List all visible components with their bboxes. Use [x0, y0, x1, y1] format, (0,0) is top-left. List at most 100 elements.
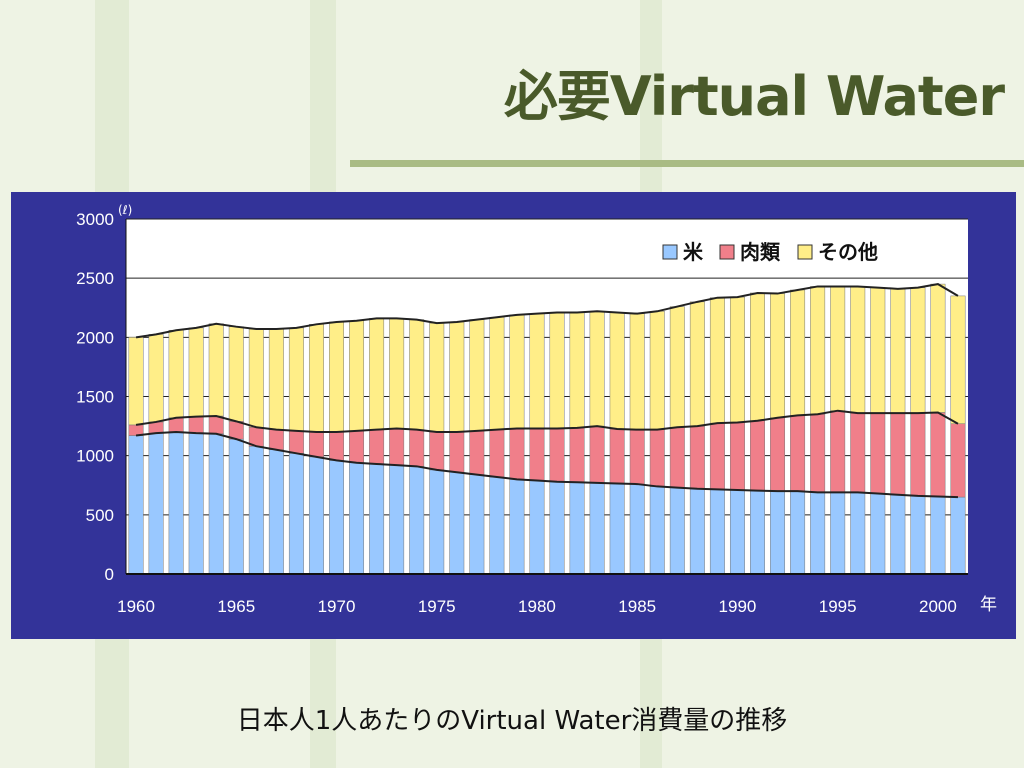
bar-segment — [148, 334, 164, 423]
bar-segment — [870, 287, 886, 414]
bar-segment — [609, 483, 625, 575]
bar-segment — [649, 429, 665, 487]
bar-segment — [729, 489, 745, 575]
bar-segment — [489, 429, 505, 478]
bar-segment — [529, 313, 545, 429]
bar-segment — [770, 417, 786, 492]
bar-segment — [429, 431, 445, 471]
bar-segment — [629, 483, 645, 575]
bar-segment — [288, 430, 304, 454]
bar-segment — [389, 318, 405, 429]
bar-segment — [549, 481, 565, 575]
bar-segment — [850, 492, 866, 575]
bar-segment — [629, 429, 645, 485]
bar-segment — [649, 486, 665, 575]
bar-segment — [188, 416, 204, 434]
bar-segment — [810, 492, 826, 575]
x-tick-label: 1970 — [318, 597, 356, 616]
y-tick-label: 3000 — [76, 210, 114, 229]
bar-segment — [469, 319, 485, 432]
bar-segment — [830, 286, 846, 411]
bar-segment — [228, 326, 244, 422]
bar-segment — [208, 415, 224, 435]
bar-segment — [850, 412, 866, 493]
bar-segment — [689, 425, 705, 490]
bar-segment — [228, 421, 244, 440]
bar-segment — [188, 327, 204, 417]
bar-segment — [228, 438, 244, 575]
legend-label: その他 — [818, 240, 878, 264]
bar-segment — [148, 432, 164, 575]
bar-segment — [509, 314, 525, 429]
bar-segment — [910, 287, 926, 414]
bar-segment — [930, 496, 946, 575]
bar-segment — [770, 293, 786, 419]
bar-segment — [429, 322, 445, 433]
bar-segment — [910, 495, 926, 575]
bar-segment — [509, 479, 525, 575]
bar-segment — [830, 492, 846, 575]
slide-title: 必要Virtual Water — [503, 65, 1005, 128]
bar-segment — [589, 425, 605, 484]
series-boundary-line — [135, 430, 959, 499]
series-boundary-line — [135, 409, 959, 433]
x-tick-label: 2000 — [919, 597, 957, 616]
bar-segment — [349, 320, 365, 432]
x-tick-label: 1995 — [819, 597, 857, 616]
bar-segment — [168, 431, 184, 575]
bar-segment — [649, 311, 665, 430]
bar-segment — [950, 496, 966, 575]
x-tick-label: 1975 — [418, 597, 456, 616]
bar-segment — [770, 490, 786, 575]
bar-segment — [489, 316, 505, 430]
bar-segment — [669, 487, 685, 575]
bar-segment — [589, 311, 605, 427]
bar-segment — [750, 420, 765, 491]
bar-segment — [449, 321, 465, 433]
bar-segment — [469, 474, 485, 575]
bar-segment — [329, 321, 344, 433]
bar-segment — [709, 297, 725, 424]
bar-segment — [349, 462, 365, 575]
bar-segment — [268, 328, 284, 430]
bar-segment — [248, 328, 264, 428]
x-tick-label: 1965 — [217, 597, 255, 616]
bar-segment — [248, 445, 264, 575]
bar-segment — [729, 296, 745, 423]
bar-segment — [790, 289, 806, 416]
bar-segment — [268, 449, 284, 575]
bar-segment — [950, 295, 966, 424]
legend-swatch — [797, 244, 813, 260]
bar-segment — [549, 428, 565, 482]
bar-segment — [409, 429, 425, 467]
bar-segment — [449, 431, 465, 473]
bar-segment — [569, 482, 585, 575]
bar-segment — [810, 414, 826, 493]
bar-segment — [750, 490, 765, 575]
bar-segment — [609, 312, 625, 430]
bar-segment — [790, 415, 806, 492]
bar-segment — [930, 283, 946, 413]
y-tick-label: 1500 — [76, 388, 114, 407]
y-unit-label: (ℓ) — [118, 203, 132, 217]
bar-segment — [830, 410, 846, 493]
bar-segment — [509, 428, 525, 480]
bar-segment — [569, 312, 585, 429]
bar-segment — [429, 469, 445, 575]
bar-segment — [308, 324, 324, 433]
bar-segment — [890, 494, 906, 575]
bar-segment — [168, 329, 184, 419]
legend-swatch — [662, 244, 678, 260]
bar-segment — [389, 428, 405, 466]
bar-segment — [669, 306, 685, 428]
bar-segment — [469, 430, 485, 475]
series-boundary-line — [135, 283, 959, 339]
bar-segment — [529, 480, 545, 575]
legend-label: 米 — [683, 240, 704, 264]
y-tick-label: 0 — [105, 565, 114, 584]
bar-segment — [409, 319, 425, 430]
bar-segment — [268, 429, 284, 450]
bar-segment — [369, 463, 385, 575]
bar-segment — [609, 428, 625, 484]
x-unit-label: 年 — [980, 595, 997, 615]
